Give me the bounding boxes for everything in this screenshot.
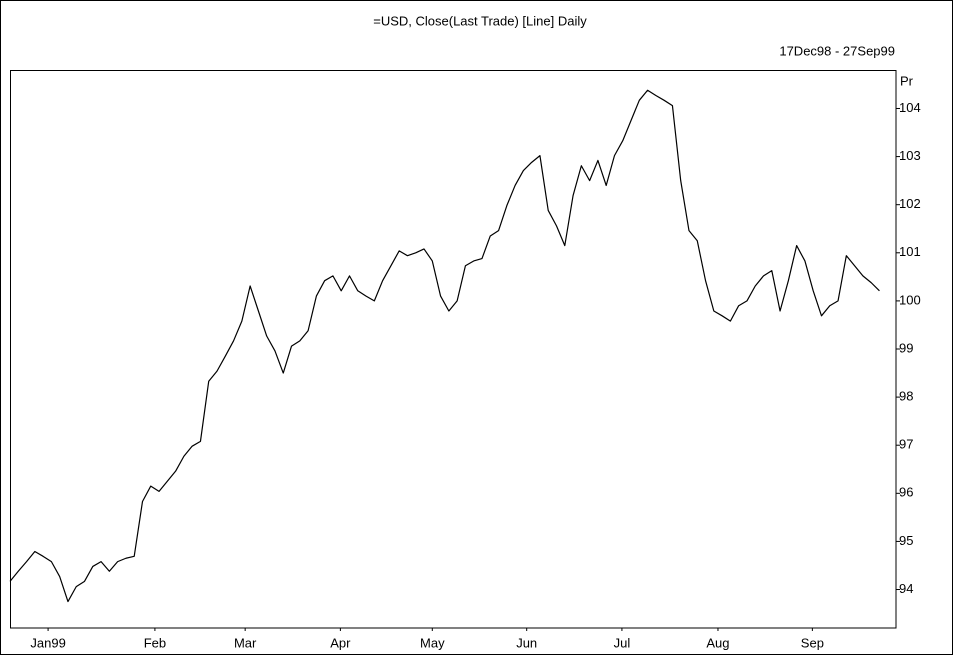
price-line [9,89,880,603]
y-tick-label: 94 [899,581,913,596]
y-tick-label: 99 [899,340,913,355]
x-tick-label: Jun [516,635,537,650]
y-tick-label: 95 [899,533,913,548]
chart-subtitle: 17Dec98 - 27Sep99 [779,43,895,58]
x-tick-label: Jul [614,635,631,650]
y-tick-label: 102 [899,196,921,211]
y-tick-label: 96 [899,485,913,500]
x-tick-label: Jan99 [30,635,65,650]
y-tick-label: 100 [899,292,921,307]
chart-title: =USD, Close(Last Trade) [Line] Daily [373,13,587,28]
x-tick-label: Apr [330,635,351,650]
x-tick-label: Aug [706,635,729,650]
y-tick-label: 97 [899,437,913,452]
y-tick-label: 101 [899,244,921,259]
y-tick-label: 98 [899,389,913,404]
x-tick-label: Mar [234,635,257,650]
x-tick-label: May [420,635,445,650]
y-tick-label: 103 [899,148,921,163]
x-tick-label: Feb [144,635,166,650]
y-tick-label: 104 [899,100,921,115]
y-axis-label: Pr [900,73,914,88]
x-tick-label: Sep [801,635,824,650]
